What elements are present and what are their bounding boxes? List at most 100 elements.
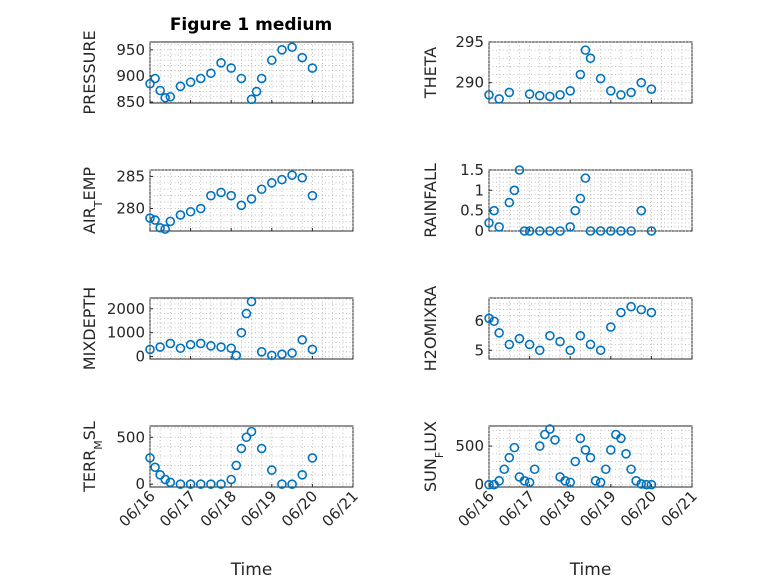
sunflux-point	[540, 429, 550, 440]
mixdepth-point	[241, 308, 252, 319]
rainfall-point	[595, 226, 606, 236]
mixdepth-point	[287, 348, 297, 358]
terrmsl-point	[266, 465, 277, 475]
terrmsl-point	[297, 469, 308, 480]
airtemp-point	[287, 170, 297, 180]
airtemp-point	[226, 190, 236, 201]
mixdepth-point	[185, 339, 196, 350]
pressure-panel: 850 900 950 PRESSURE	[80, 30, 354, 115]
mixdepth-point	[307, 344, 318, 355]
airtemp-ytick-label: 285	[116, 167, 145, 185]
mixdepth-point	[175, 343, 186, 354]
pressure-point	[206, 68, 216, 79]
pressure-point	[307, 63, 318, 73]
theta-point	[585, 53, 596, 64]
h2omixra-ytick-label: 6	[474, 312, 484, 330]
h2omixra-point	[585, 339, 596, 350]
rainfall-point	[534, 226, 545, 236]
h2omixra-ylabel: H2OMIXRA	[421, 286, 440, 372]
sunflux-point	[494, 476, 504, 486]
pressure-point	[165, 91, 176, 102]
terrmsl-point	[216, 479, 226, 489]
terrmsl-point	[226, 474, 236, 485]
sunflux-point	[560, 476, 570, 486]
sunflux-point	[545, 424, 555, 434]
sunflux-point	[621, 448, 631, 459]
rainfall-ylabel: RAINFALL	[421, 163, 440, 238]
rainfall-point	[494, 222, 504, 232]
sunflux-point	[534, 441, 545, 451]
pressure-point	[277, 45, 287, 55]
mixdepth-point	[216, 342, 226, 352]
sunflux-point	[504, 452, 515, 463]
theta-point	[555, 90, 565, 100]
h2omixra-axes	[488, 297, 693, 360]
theta-point	[494, 94, 504, 104]
terrmsl-xtick-label: 06/20	[278, 487, 321, 530]
terrmsl-xtick-label: 06/16	[116, 487, 159, 530]
h2omixra-point	[484, 313, 494, 324]
airtemp-point	[277, 174, 287, 185]
sunflux-point	[550, 435, 560, 445]
sunflux-point	[499, 464, 510, 475]
airtemp-point	[185, 206, 196, 217]
pressure-point	[216, 58, 226, 68]
airtemp-point	[150, 215, 160, 225]
sunflux-point	[565, 477, 576, 488]
terrmsl-xtick-label: 06/19	[237, 487, 280, 530]
sunflux-point	[575, 433, 586, 444]
airtemp-point	[266, 178, 277, 188]
pressure-axes	[149, 41, 354, 104]
h2omixra-point	[534, 345, 545, 356]
theta-ylabel: THETA	[421, 47, 440, 99]
mixdepth-point	[195, 338, 206, 349]
airtemp-point	[175, 210, 186, 220]
airtemp-panel: 280 285 AIRTEMP	[80, 167, 354, 234]
sunflux-point	[641, 479, 652, 490]
h2omixra-point	[545, 330, 555, 341]
mixdepth-point	[226, 343, 236, 354]
terrmsl-point	[160, 474, 171, 485]
rainfall-point	[524, 226, 535, 236]
pressure-point	[195, 73, 206, 84]
rainfall-point	[565, 222, 576, 232]
pressure-point	[251, 86, 262, 97]
figure-title: Figure 1 medium	[170, 15, 332, 35]
pressure-ytick-label: 900	[116, 67, 145, 85]
terrmsl-ytick-label: 0	[135, 475, 145, 493]
sunflux-axes	[488, 425, 693, 488]
mixdepth-point	[246, 296, 257, 307]
airtemp-point	[155, 222, 165, 233]
theta-point	[575, 69, 586, 80]
terrmsl-xlabel: Time	[230, 560, 273, 580]
mixdepth-point	[256, 347, 267, 357]
sunflux-point	[636, 479, 647, 489]
sunflux-xtick-label: 06/21	[658, 487, 701, 530]
mixdepth-point	[297, 335, 308, 345]
sunflux-xlabel: Time	[569, 560, 612, 580]
theta-point	[504, 87, 515, 98]
sunflux-ytick-label: 0	[474, 476, 484, 494]
airtemp-point	[160, 224, 171, 234]
pressure-point	[256, 73, 267, 84]
pressure-point	[160, 92, 171, 103]
sunflux-xtick-label: 06/19	[576, 487, 619, 530]
theta-ytick-label: 290	[455, 74, 484, 92]
rainfall-point	[555, 226, 565, 236]
sunflux-xtick-label: 06/20	[617, 487, 660, 530]
rainfall-point	[575, 193, 586, 204]
terrmsl-ytick-label: 500	[116, 428, 145, 446]
terrmsl-xtick-label: 06/17	[156, 487, 199, 530]
sunflux-point	[605, 445, 616, 455]
sunflux-point	[580, 445, 591, 455]
sunflux-xtick-label: 06/18	[536, 487, 579, 530]
mixdepth-ytick-label: 1000	[107, 324, 145, 342]
rainfall-point	[519, 226, 530, 236]
airtemp-point	[145, 213, 155, 223]
terrmsl-point	[165, 477, 176, 488]
pressure-point	[155, 85, 165, 96]
mixdepth-ytick-label: 2000	[107, 300, 145, 318]
theta-point	[545, 91, 555, 102]
sunflux-point	[570, 456, 581, 467]
airtemp-axes	[149, 169, 354, 232]
